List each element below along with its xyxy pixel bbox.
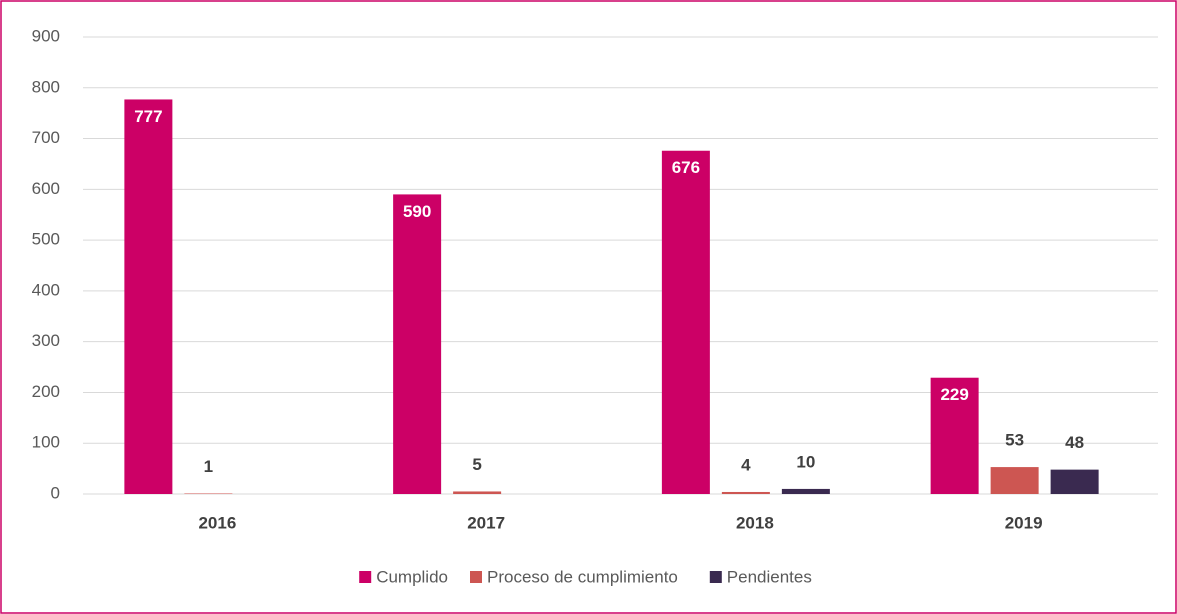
data-label: 590	[403, 202, 431, 221]
data-label: 5	[472, 455, 481, 474]
y-tick-label: 500	[32, 230, 60, 249]
y-tick-label: 300	[32, 331, 60, 350]
y-tick-label: 900	[32, 26, 60, 45]
x-tick-label: 2019	[1005, 513, 1043, 532]
data-label: 229	[940, 385, 968, 404]
data-label: 10	[796, 452, 815, 471]
y-tick-label: 600	[32, 179, 60, 198]
data-label: 676	[672, 158, 700, 177]
legend-label: Pendientes	[727, 567, 812, 586]
bar	[1050, 469, 1099, 494]
bar	[453, 491, 502, 494]
y-tick-label: 800	[32, 77, 60, 96]
y-tick-label: 400	[32, 280, 60, 299]
x-tick-label: 2017	[467, 513, 505, 532]
bar	[990, 467, 1039, 494]
legend-swatch	[709, 571, 722, 583]
bar	[930, 377, 979, 494]
bar	[781, 488, 830, 494]
bar	[661, 150, 710, 494]
data-label: 4	[741, 455, 751, 474]
data-label: 777	[134, 107, 162, 126]
legend-label: Cumplido	[376, 567, 448, 586]
bar	[184, 493, 233, 494]
data-label: 48	[1065, 433, 1084, 452]
y-tick-label: 0	[51, 483, 60, 502]
bar	[721, 491, 770, 494]
x-tick-label: 2016	[198, 513, 236, 532]
y-tick-label: 700	[32, 128, 60, 147]
bar	[124, 99, 173, 494]
x-tick-label: 2018	[736, 513, 774, 532]
legend-swatch	[359, 571, 372, 583]
legend-label: Proceso de cumplimiento	[487, 567, 678, 586]
legend-swatch	[470, 571, 482, 583]
data-label: 53	[1005, 431, 1024, 450]
data-label: 1	[204, 457, 213, 476]
y-tick-label: 200	[32, 382, 60, 401]
bar	[393, 194, 442, 494]
y-tick-label: 100	[32, 433, 60, 452]
